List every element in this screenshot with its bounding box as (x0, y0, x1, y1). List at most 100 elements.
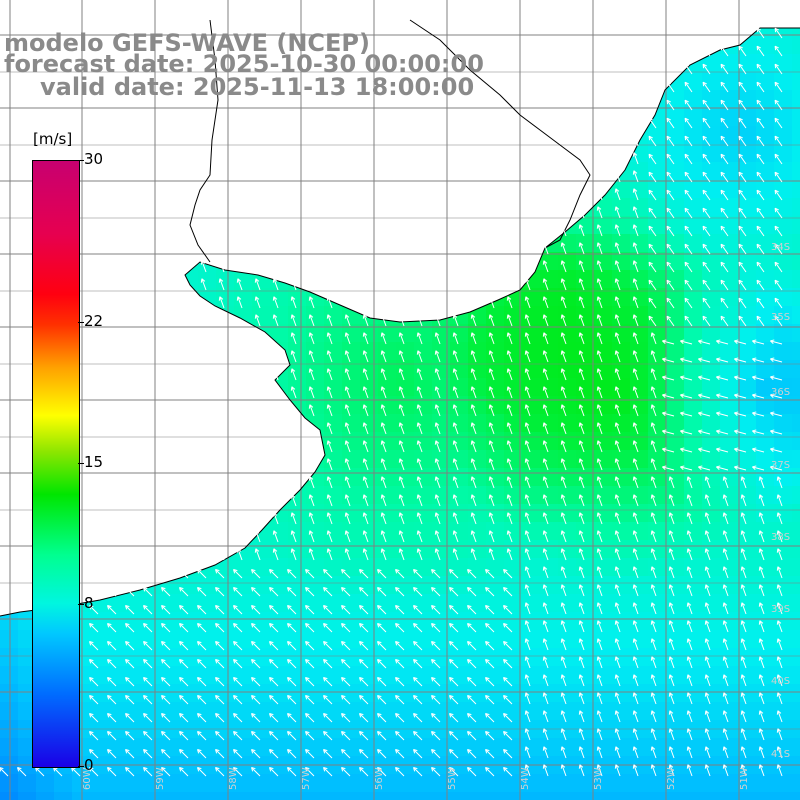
wind-arrow (680, 339, 693, 345)
wind-arrow (684, 279, 693, 291)
wind-arrow (662, 429, 675, 435)
wind-arrow (684, 207, 693, 219)
wind-arrow (774, 81, 783, 93)
wind-arrow (632, 350, 639, 363)
wind-arrow (662, 375, 675, 381)
wind-arrow (668, 728, 675, 741)
wind-arrow (524, 512, 531, 525)
wind-arrow (756, 153, 765, 165)
wind-arrow (341, 695, 351, 705)
wind-arrow (560, 350, 567, 363)
wind-arrow (686, 548, 693, 561)
wind-arrow (341, 623, 351, 633)
wind-arrow (308, 314, 315, 327)
wind-arrow (89, 731, 99, 741)
wind-arrow (326, 296, 333, 309)
wind-arrow (738, 315, 747, 327)
wind-arrow (684, 135, 693, 147)
wind-arrow (290, 530, 297, 543)
wind-arrow (578, 620, 585, 633)
wind-arrow (698, 429, 711, 435)
wind-arrow (542, 602, 549, 615)
wind-arrow (632, 494, 639, 507)
wind-arrow (416, 548, 423, 561)
wind-arrow (578, 404, 585, 417)
wind-arrow (380, 422, 387, 435)
wind-arrow (648, 243, 657, 255)
wind-arrow (774, 315, 783, 327)
wind-arrow (722, 656, 729, 669)
wind-arrow (632, 224, 639, 237)
wind-arrow (326, 494, 333, 507)
wind-arrow (449, 569, 459, 579)
wind-arrow (614, 314, 621, 327)
wind-arrow (323, 677, 333, 687)
wind-arrow (668, 710, 675, 723)
wind-arrow (542, 278, 549, 291)
wind-arrow (596, 440, 603, 453)
wind-arrow (431, 659, 441, 669)
wind-arrow (416, 350, 423, 363)
wind-arrow (632, 134, 639, 147)
wind-arrow (395, 767, 405, 777)
wind-arrow (488, 314, 495, 327)
wind-arrow (467, 767, 477, 777)
wind-arrow (758, 602, 765, 615)
wind-arrow (470, 548, 477, 561)
wind-arrow (740, 746, 747, 759)
wind-arrow (740, 710, 747, 723)
wind-arrow (107, 587, 117, 597)
wind-arrow (614, 746, 621, 759)
wind-arrow (578, 368, 585, 381)
wind-arrow (578, 224, 585, 237)
wind-arrow (776, 620, 783, 633)
wind-arrow (650, 332, 657, 345)
colorbar-tick-label: 15 (84, 453, 104, 471)
wind-arrow (308, 332, 315, 345)
wind-arrow (722, 764, 729, 777)
wind-arrow (666, 189, 675, 201)
wind-arrow (560, 512, 567, 525)
wind-arrow (506, 386, 513, 399)
wind-arrow (431, 749, 441, 759)
wind-arrow (632, 746, 639, 759)
wind-arrow (596, 332, 603, 345)
wind-arrow (380, 458, 387, 471)
colorbar-tick-label: 0 (84, 756, 94, 774)
wind-arrow (179, 713, 189, 723)
wind-arrow (560, 476, 567, 489)
wind-arrow (698, 375, 711, 381)
wind-arrow (251, 605, 261, 615)
wind-arrow (470, 512, 477, 525)
wind-arrow (686, 710, 693, 723)
wind-arrow (488, 368, 495, 381)
wind-arrow (395, 587, 405, 597)
wind-arrow (431, 641, 441, 651)
longitude-label: 58W (228, 767, 239, 790)
wind-arrow (722, 638, 729, 651)
wind-arrow (485, 587, 495, 597)
wind-arrow (470, 494, 477, 507)
wind-arrow (215, 605, 225, 615)
wind-arrow (704, 494, 711, 507)
wind-arrow (395, 605, 405, 615)
wind-arrow (738, 81, 747, 93)
wind-arrow (524, 332, 531, 345)
wind-arrow (578, 494, 585, 507)
wind-arrow (341, 587, 351, 597)
wind-arrow (215, 659, 225, 669)
wind-arrow (89, 713, 99, 723)
wind-arrow (359, 569, 369, 579)
wind-arrow (89, 659, 99, 669)
wind-arrow (776, 710, 783, 723)
wind-arrow (467, 749, 477, 759)
wind-arrow (704, 692, 711, 705)
wind-arrow (524, 728, 531, 741)
wind-arrow (179, 677, 189, 687)
wind-arrow (702, 99, 711, 111)
wind-arrow (650, 584, 657, 597)
wind-arrow (560, 260, 567, 273)
wind-arrow (722, 512, 729, 525)
border-uruguay-brazil (409, 19, 591, 249)
wind-arrow (197, 659, 207, 669)
